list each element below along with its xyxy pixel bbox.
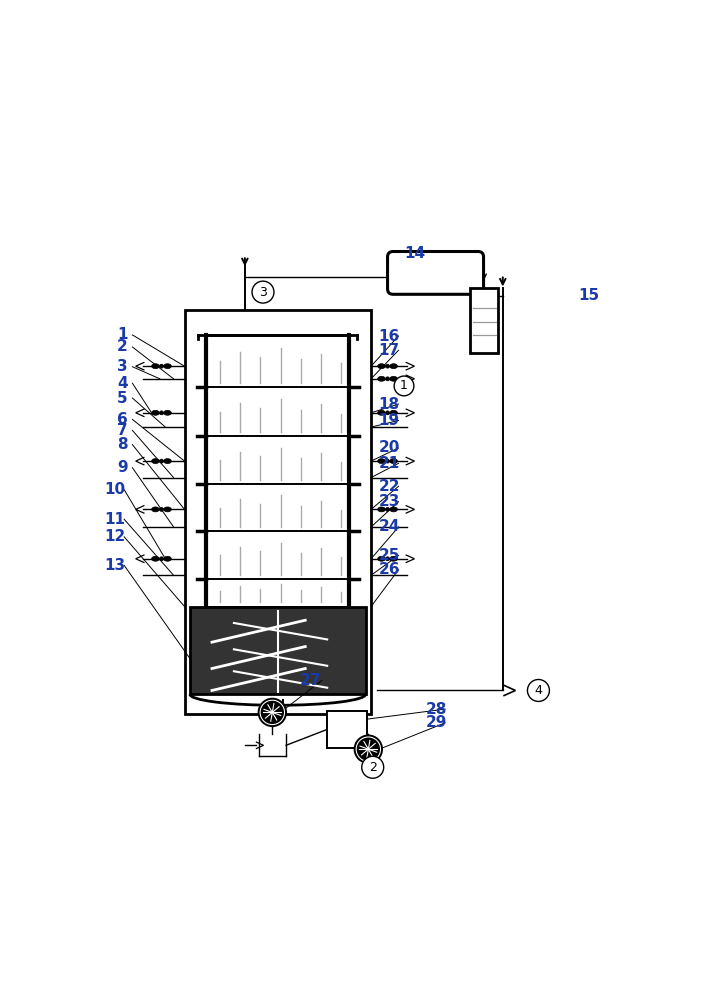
- Text: 27: 27: [300, 673, 321, 688]
- Text: 3: 3: [118, 359, 128, 374]
- Ellipse shape: [152, 410, 159, 415]
- Text: 1: 1: [118, 327, 127, 342]
- Text: 18: 18: [379, 397, 400, 412]
- Bar: [185, 310, 371, 714]
- Text: 20: 20: [379, 440, 400, 455]
- Ellipse shape: [389, 556, 397, 561]
- Text: 26: 26: [379, 562, 400, 577]
- Ellipse shape: [164, 556, 171, 561]
- Ellipse shape: [377, 459, 385, 464]
- Text: 1: 1: [400, 379, 408, 392]
- Text: 29: 29: [426, 715, 447, 730]
- Text: 28: 28: [426, 702, 447, 717]
- Text: 10: 10: [104, 482, 125, 497]
- Circle shape: [159, 507, 164, 511]
- FancyBboxPatch shape: [387, 252, 484, 294]
- Ellipse shape: [152, 459, 159, 464]
- Text: 9: 9: [118, 460, 128, 475]
- Circle shape: [386, 557, 389, 561]
- Text: 8: 8: [118, 437, 128, 452]
- Circle shape: [159, 459, 164, 463]
- Circle shape: [252, 281, 274, 303]
- Circle shape: [386, 459, 389, 463]
- Text: 25: 25: [379, 548, 400, 563]
- Text: 12: 12: [104, 529, 125, 544]
- Text: 17: 17: [379, 343, 400, 358]
- Text: 4: 4: [118, 376, 128, 391]
- Text: 24: 24: [379, 519, 400, 534]
- Ellipse shape: [389, 459, 397, 464]
- Text: 14: 14: [404, 246, 426, 261]
- Ellipse shape: [389, 410, 397, 415]
- Text: 23: 23: [379, 494, 400, 509]
- Ellipse shape: [389, 376, 397, 381]
- Ellipse shape: [377, 364, 385, 369]
- Ellipse shape: [164, 459, 171, 464]
- Ellipse shape: [152, 556, 159, 561]
- Ellipse shape: [164, 507, 171, 512]
- Circle shape: [357, 738, 380, 761]
- Ellipse shape: [152, 507, 159, 512]
- Circle shape: [355, 735, 382, 763]
- Circle shape: [362, 756, 384, 778]
- Text: 5: 5: [118, 391, 128, 406]
- Text: 16: 16: [379, 329, 400, 344]
- Ellipse shape: [164, 410, 171, 415]
- Ellipse shape: [377, 507, 385, 512]
- Circle shape: [386, 377, 389, 381]
- Circle shape: [394, 376, 414, 396]
- Text: 15: 15: [578, 288, 600, 303]
- Text: 2: 2: [117, 339, 128, 354]
- Bar: [470, 288, 498, 353]
- Circle shape: [258, 699, 286, 726]
- Bar: [190, 607, 365, 694]
- Text: 7: 7: [118, 423, 128, 438]
- Ellipse shape: [377, 410, 385, 415]
- Ellipse shape: [389, 364, 397, 369]
- Circle shape: [159, 557, 164, 561]
- Circle shape: [159, 411, 164, 415]
- Ellipse shape: [389, 507, 397, 512]
- Circle shape: [527, 679, 549, 701]
- Circle shape: [386, 507, 389, 511]
- Circle shape: [386, 364, 389, 368]
- Ellipse shape: [152, 364, 159, 369]
- Text: 3: 3: [259, 286, 267, 299]
- Text: 4: 4: [535, 684, 542, 697]
- Text: 11: 11: [104, 512, 125, 527]
- Circle shape: [386, 411, 389, 415]
- Text: 2: 2: [369, 761, 377, 774]
- Circle shape: [159, 364, 164, 368]
- Text: 22: 22: [379, 479, 400, 494]
- Ellipse shape: [377, 556, 385, 561]
- Text: 21: 21: [379, 456, 400, 471]
- Text: 19: 19: [379, 413, 400, 428]
- Ellipse shape: [164, 364, 171, 369]
- Text: 6: 6: [117, 412, 128, 427]
- Circle shape: [261, 701, 284, 724]
- Bar: [327, 711, 367, 748]
- Ellipse shape: [377, 376, 385, 381]
- Text: 13: 13: [104, 558, 125, 573]
